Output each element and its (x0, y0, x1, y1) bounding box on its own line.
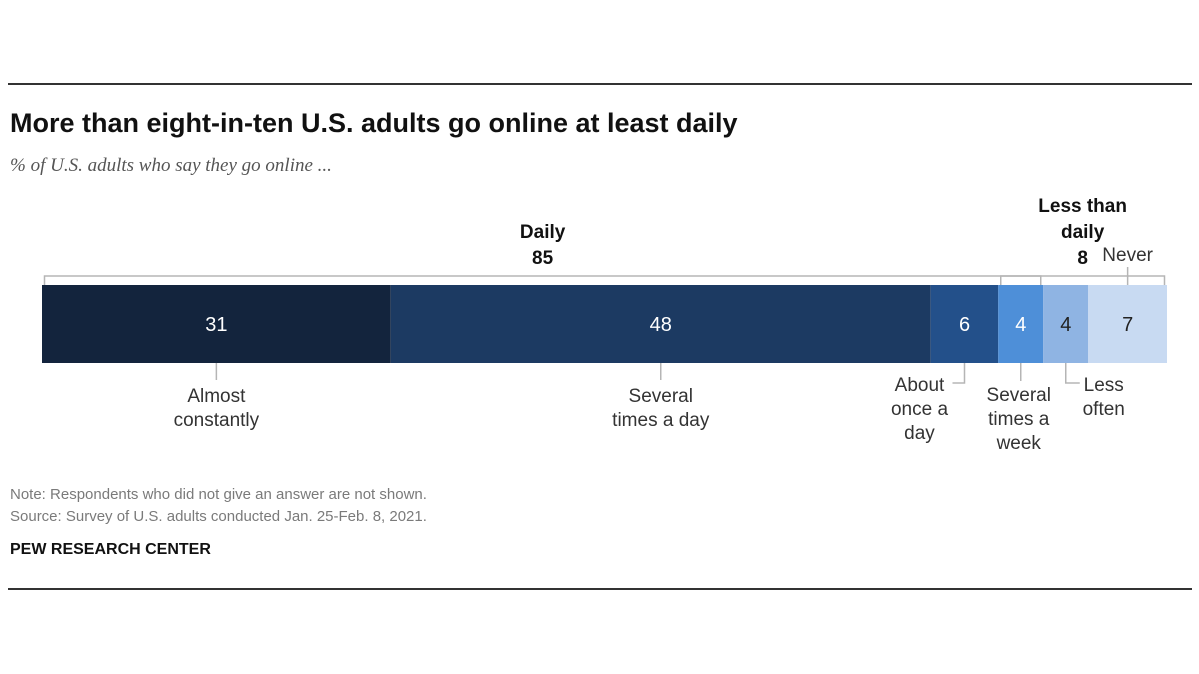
category-label-4: often (1083, 399, 1125, 420)
value-label-3: 4 (1015, 314, 1026, 336)
bar-segment-0 (42, 285, 391, 363)
value-label-2: 6 (959, 314, 970, 336)
value-label-1: 48 (650, 314, 672, 336)
category-label-2: once a (891, 399, 948, 420)
group-label-1: Less than (1038, 196, 1127, 217)
group-bracket-0 (43, 275, 1042, 285)
source-text: Source: Survey of U.S. adults conducted … (10, 508, 427, 525)
top-rule (8, 83, 1192, 85)
category-label-0: constantly (174, 410, 260, 431)
bottom-rule (8, 588, 1192, 590)
group-total-0: 85 (532, 248, 554, 269)
category-label-0: Almost (187, 386, 246, 407)
category-label-5: Never (1102, 245, 1153, 266)
category-label-4: Less (1084, 375, 1124, 396)
value-label-4: 4 (1060, 314, 1071, 336)
category-label-3: Several (987, 385, 1051, 406)
value-label-0: 31 (205, 314, 227, 336)
category-label-3: week (996, 433, 1042, 454)
bar-segment-3 (998, 285, 1044, 363)
footnotes: Note: Respondents who did not give an an… (10, 484, 427, 528)
bar-segment-5 (1088, 285, 1167, 363)
bar-segment-1 (390, 285, 931, 363)
bar-segment-4 (1043, 285, 1089, 363)
chart-title: More than eight-in-ten U.S. adults go on… (10, 108, 738, 138)
category-label-2: day (904, 423, 935, 444)
note-text: Note: Respondents who did not give an an… (10, 486, 427, 503)
bar-segment-2 (930, 285, 999, 363)
group-bracket-1 (1000, 275, 1166, 285)
value-labels: 31 48 6 4 4 7 (205, 314, 1133, 336)
category-label-3: times a (988, 409, 1050, 430)
group-label-1: daily (1061, 222, 1105, 243)
group-brackets: Daily 85 Less than daily 8 (43, 196, 1166, 285)
callout-line-2 (952, 363, 966, 384)
category-label-2: About (895, 375, 945, 396)
brand-name: PEW RESEARCH CENTER (10, 541, 211, 558)
category-label-1: Several (629, 386, 693, 407)
category-callouts: Almost constantly Several times a day About o… (174, 245, 1154, 454)
callout-line-4 (1065, 363, 1080, 384)
stacked-bar-chart: Daily 85 Less than daily 8 31 48 6 4 4 7 Almost co… (42, 196, 1167, 454)
group-label-0: Daily (520, 222, 566, 243)
value-label-5: 7 (1122, 314, 1133, 336)
category-label-1: times a day (612, 410, 710, 431)
chart-subtitle: % of U.S. adults who say they go online … (10, 155, 332, 176)
bar-segments (42, 285, 1167, 363)
group-total-1: 8 (1077, 248, 1088, 269)
